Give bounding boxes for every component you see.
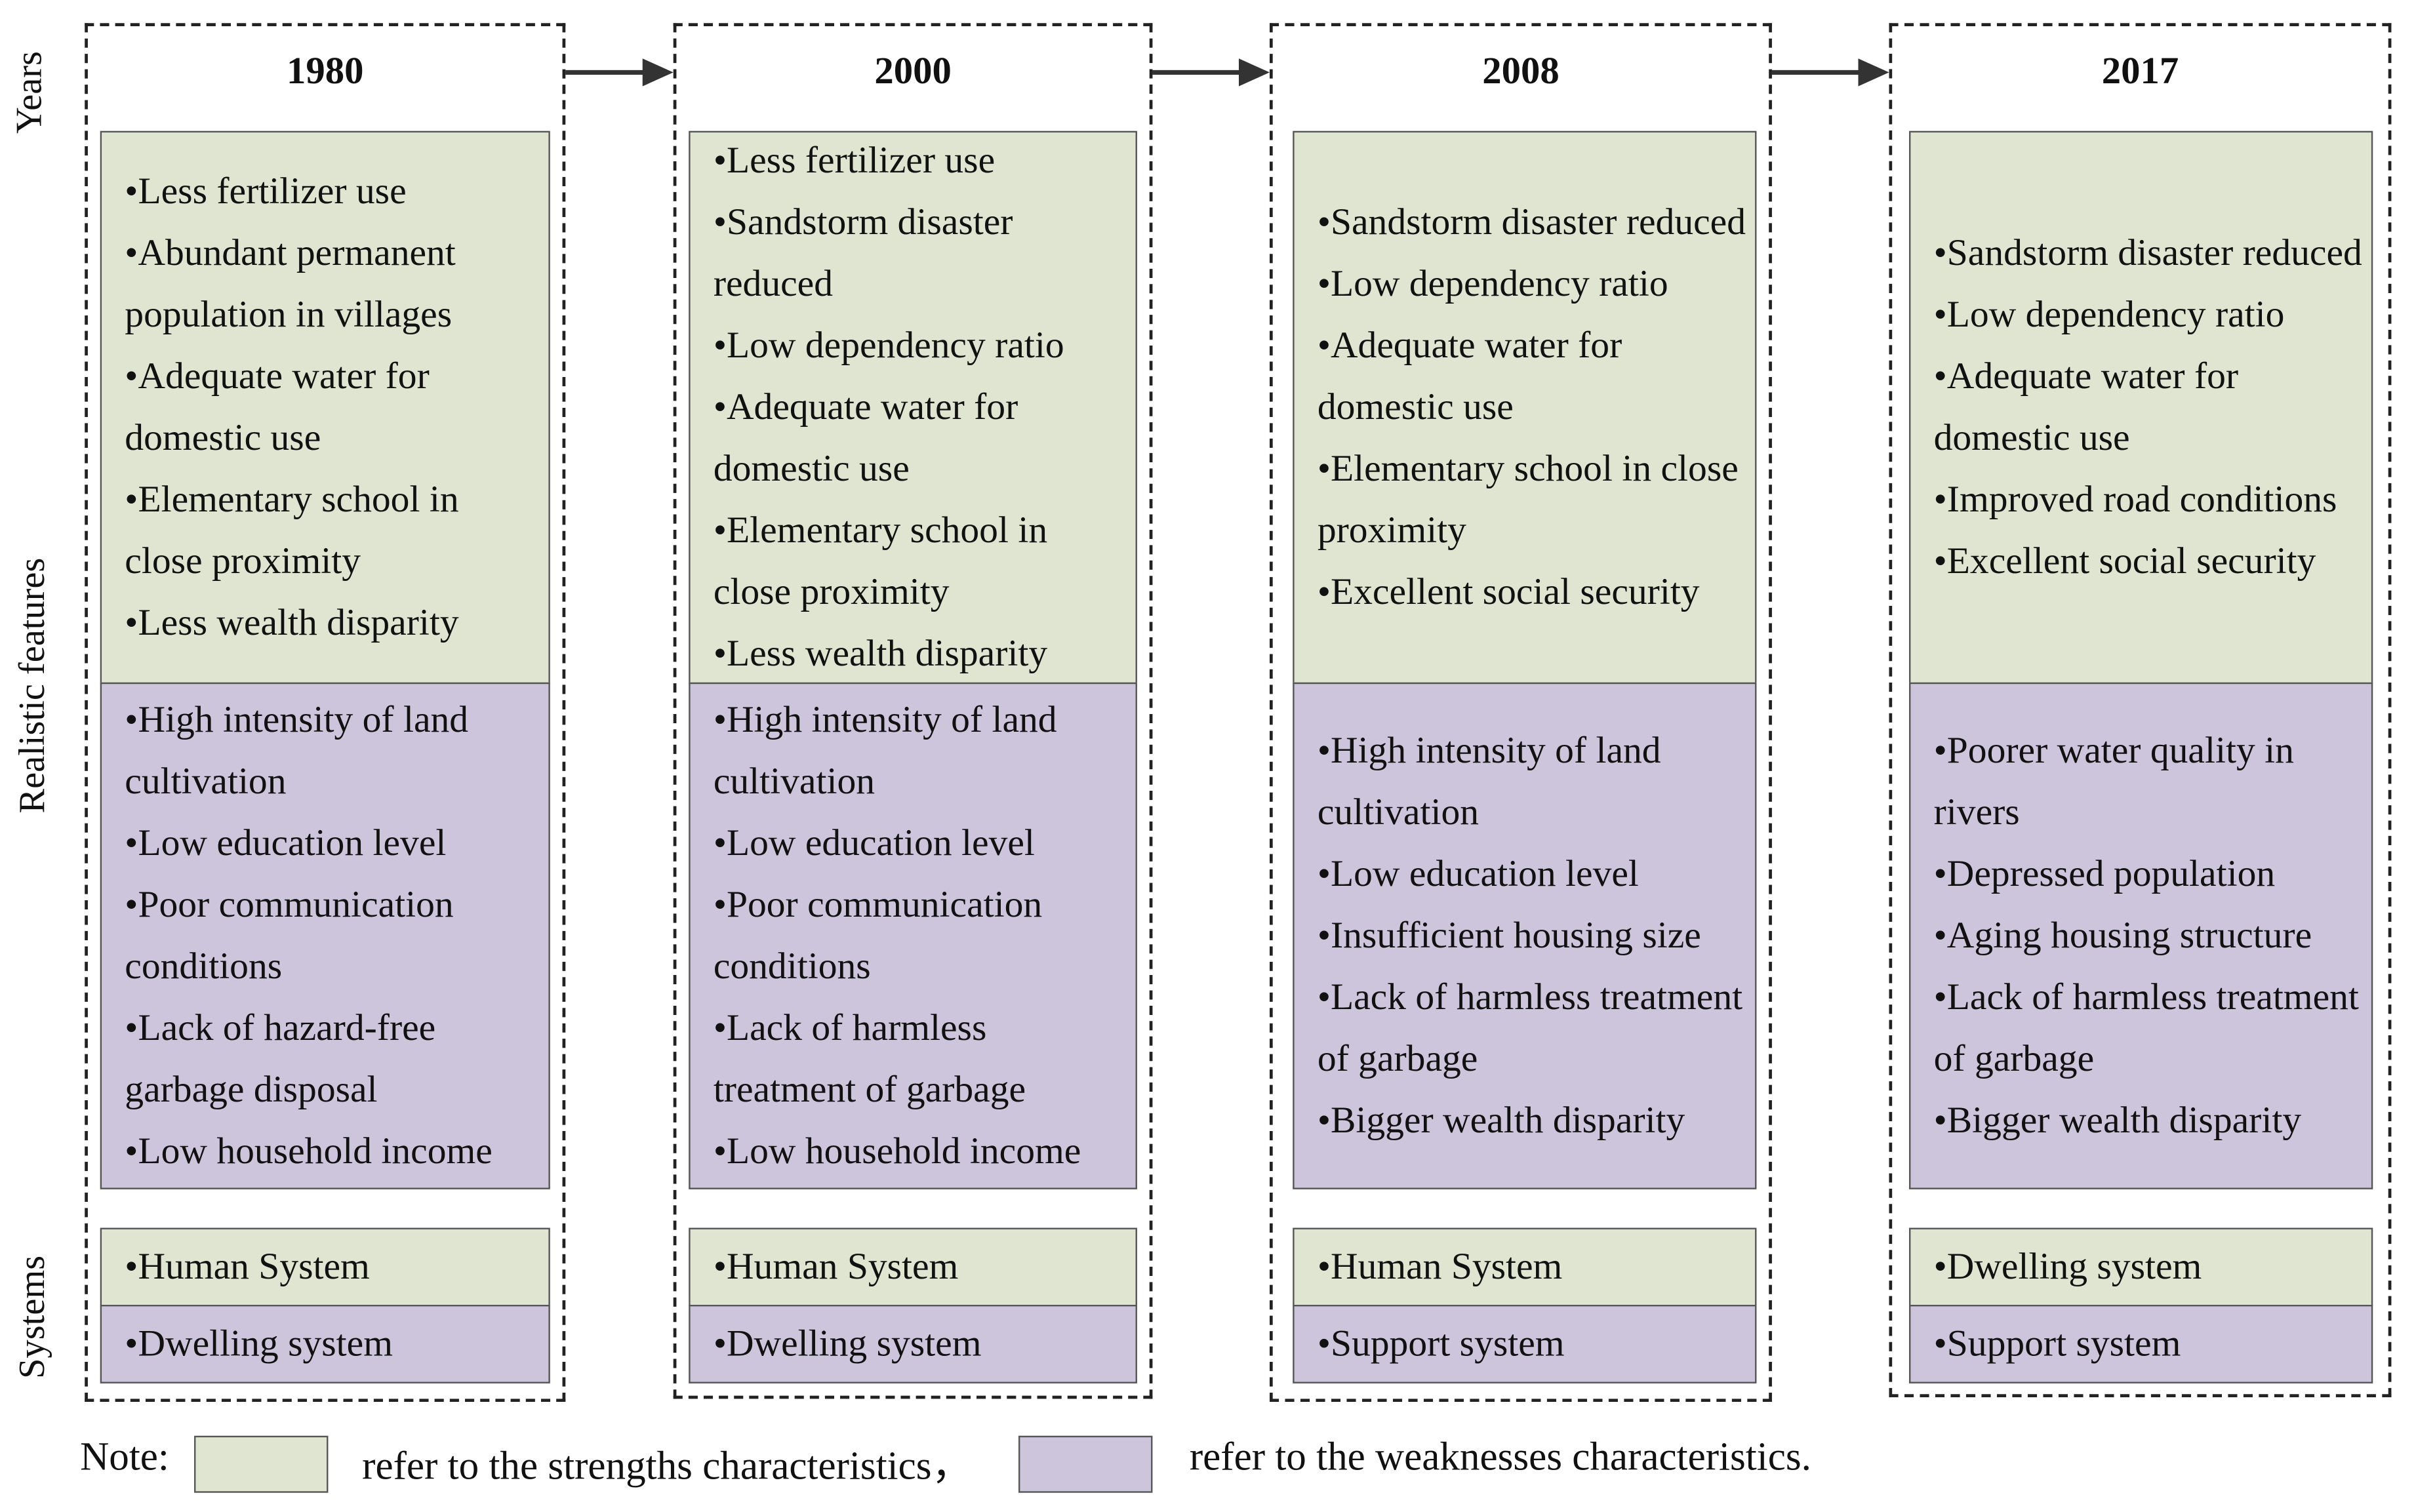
strengths-box: •Less fertilizer use •Abundant permanent …	[100, 130, 550, 685]
strength-item: •Sandstorm disaster reduced	[1933, 231, 2362, 274]
arrow-head	[1858, 58, 1889, 87]
system-item: •Human System	[713, 1245, 959, 1288]
legend-swatch	[1018, 1435, 1153, 1493]
strength-item: •Less wealth disparity	[125, 601, 459, 643]
year-column: 2017 •Sandstorm disaster reduced •Low depe…	[1889, 23, 2392, 1397]
weakness-item: •Low household income	[125, 1130, 493, 1172]
year-column: 1980 •Less fertilizer use •Abundant perman…	[85, 23, 566, 1403]
weaknesses-box: •High intensity of land cultivation •Low …	[689, 682, 1137, 1189]
system-item: •Support system	[1317, 1323, 1565, 1364]
strength-item: •Sandstorm disaster reduced	[1317, 201, 1746, 243]
weakness-item: •Poorer water quality in rivers	[1933, 729, 2294, 833]
weakness-item: •Bigger wealth disparity	[1933, 1099, 2302, 1141]
weakness-item: •Depressed population	[1933, 852, 2276, 894]
weakness-item: •Poor communication conditions	[713, 883, 1043, 987]
system-item: •Dwelling system	[713, 1323, 982, 1364]
weakness-item: •Low education level	[1317, 852, 1639, 894]
strength-item: •Elementary school in close proximity	[125, 478, 459, 582]
strengths-box: •Sandstorm disaster reduced •Low dependen…	[1909, 130, 2373, 685]
system-strength-box: •Human System	[100, 1227, 550, 1307]
strength-item: •Improved road conditions	[1933, 478, 2337, 520]
weakness-item: •Lack of harmless treatment of garbage	[1317, 976, 1743, 1079]
system-item: •Human System	[125, 1245, 370, 1288]
year-column: 2008 •Sandstorm disaster reduced •Low depe…	[1269, 23, 1772, 1403]
system-strength-box: •Human System	[689, 1227, 1137, 1307]
weakness-item: •Aging housing structure	[1933, 914, 2312, 956]
system-weakness-box: •Dwelling system	[689, 1305, 1137, 1383]
arrow-head	[1238, 58, 1270, 87]
year-label: 2008	[1482, 50, 1560, 92]
weakness-item: •High intensity of land cultivation	[125, 698, 469, 802]
weakness-item: •Bigger wealth disparity	[1317, 1099, 1685, 1141]
system-item: •Support system	[1933, 1323, 2181, 1364]
weakness-item: •Lack of harmless treatment of garbage	[1933, 976, 2359, 1079]
year-column: 2000 •Less fertilizer use •Sandstorm disas…	[673, 23, 1153, 1399]
strength-item: •Adequate water for domestic use	[125, 355, 430, 458]
system-item: •Dwelling system	[1933, 1245, 2202, 1288]
year-label: 1980	[287, 50, 364, 92]
weakness-item: •Insufficient housing size	[1317, 914, 1701, 956]
row-label: Systems	[12, 1255, 54, 1379]
system-strength-box: •Human System	[1293, 1227, 1757, 1307]
strength-item: •Less fertilizer use	[713, 139, 996, 182]
strength-item: •Low dependency ratio	[713, 324, 1064, 367]
note-text: refer to the weaknesses characteristics.	[1189, 1434, 1811, 1479]
system-weakness-box: •Support system	[1909, 1305, 2373, 1383]
strength-item: •Adequate water for domestic use	[1933, 355, 2239, 458]
row-label: Years	[10, 51, 50, 134]
strengths-box: •Less fertilizer use •Sandstorm disaster …	[689, 130, 1137, 685]
year-label: 2017	[2101, 50, 2179, 92]
weakness-item: •Low education level	[125, 822, 447, 864]
strength-item: •Elementary school in close proximity	[713, 509, 1048, 612]
system-item: •Human System	[1317, 1245, 1563, 1288]
strength-item: •Elementary school in close proximity	[1317, 447, 1739, 551]
weakness-item: •Lack of harmless treatment of garbage	[713, 1006, 1026, 1110]
strength-item: •Sandstorm disaster reduced	[713, 201, 1013, 305]
strength-item: •Low dependency ratio	[1933, 293, 2285, 336]
year-label: 2000	[874, 50, 952, 92]
weakness-item: •High intensity of land cultivation	[1317, 729, 1661, 833]
weakness-item: •Low education level	[713, 822, 1035, 864]
system-weakness-box: •Support system	[1293, 1305, 1757, 1383]
strengths-box: •Sandstorm disaster reduced •Low dependen…	[1293, 130, 1757, 685]
system-strength-box: •Dwelling system	[1909, 1227, 2373, 1307]
legend-swatch	[194, 1435, 329, 1493]
weaknesses-box: •High intensity of land cultivation •Low …	[100, 682, 550, 1189]
strength-item: •Excellent social security	[1933, 540, 2316, 582]
system-weakness-box: •Dwelling system	[100, 1305, 550, 1383]
strength-item: •Adequate water for domestic use	[1317, 324, 1622, 428]
strength-item: •Adequate water for domestic use	[713, 386, 1018, 489]
strength-item: •Low dependency ratio	[1317, 262, 1668, 305]
note-text: refer to the strengths characteristics，	[362, 1443, 972, 1488]
system-item: •Dwelling system	[125, 1323, 393, 1364]
weakness-item: •Poor communication conditions	[125, 883, 454, 987]
weaknesses-box: •High intensity of land cultivation •Low …	[1293, 682, 1757, 1189]
strength-item: •Less fertilizer use	[125, 170, 407, 212]
weakness-item: •Low household income	[713, 1130, 1081, 1172]
strength-item: •Excellent social security	[1317, 570, 1700, 612]
arrow-head	[642, 58, 674, 87]
strength-item: •Less wealth disparity	[713, 632, 1048, 674]
strength-item: •Abundant permanent population in villag…	[125, 231, 456, 336]
weaknesses-box: •Poorer water quality in rivers •Depresse…	[1909, 682, 2373, 1189]
weakness-item: •High intensity of land cultivation	[713, 698, 1057, 802]
note-label: Note:	[80, 1434, 169, 1479]
row-label: Realistic features	[12, 557, 54, 814]
weakness-item: •Lack of hazard-free garbage disposal	[125, 1006, 436, 1110]
